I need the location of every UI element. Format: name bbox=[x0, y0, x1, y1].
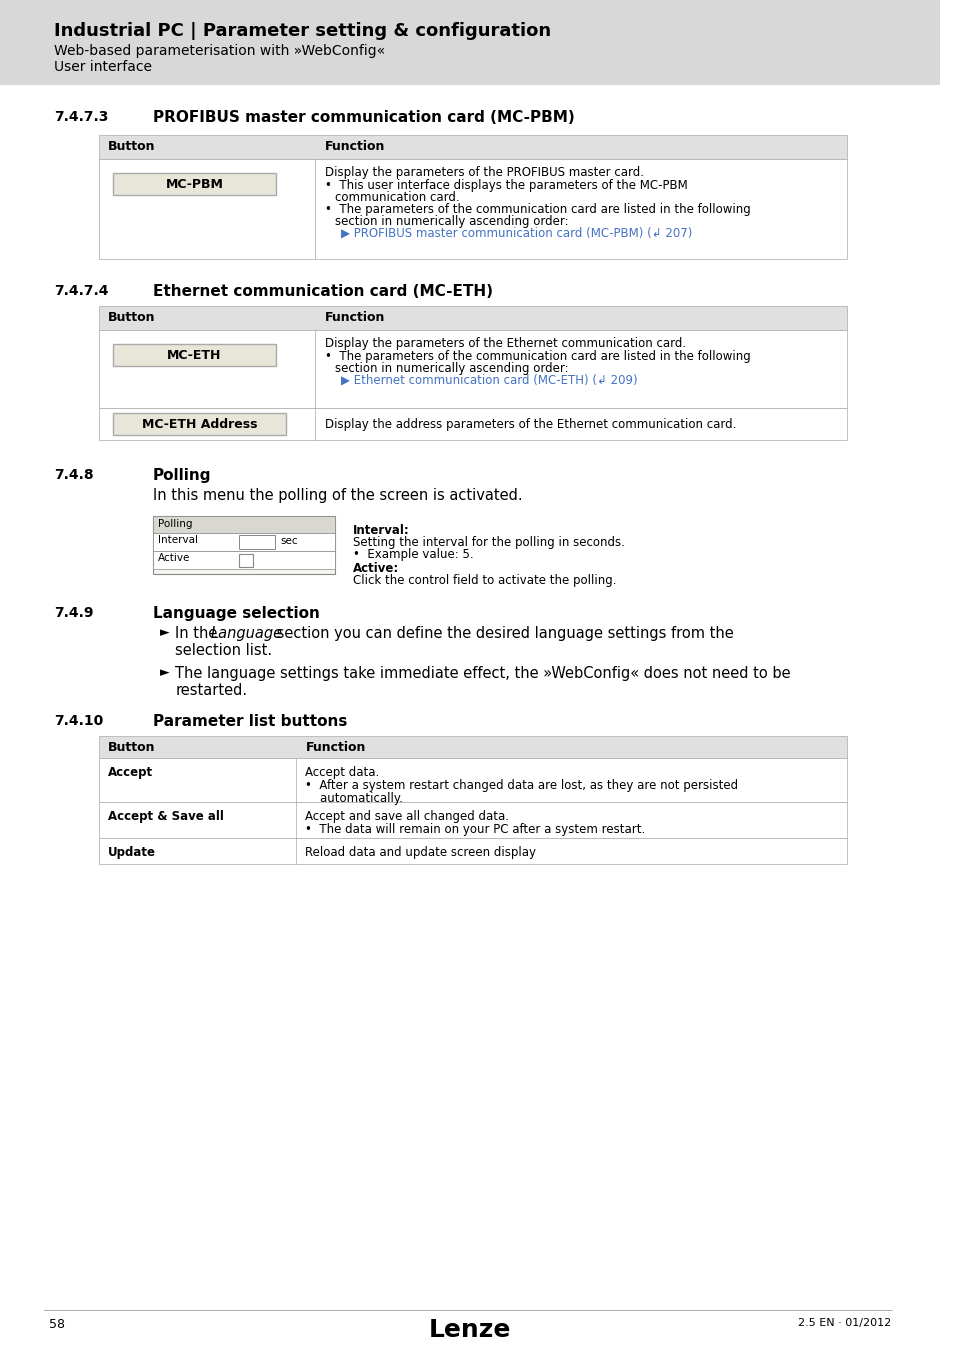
Text: Function: Function bbox=[325, 310, 385, 324]
Text: Language: Language bbox=[211, 626, 283, 641]
Text: Button: Button bbox=[109, 140, 155, 153]
Text: Accept and save all changed data.: Accept and save all changed data. bbox=[305, 810, 509, 824]
Text: •  Example value: 5.: • Example value: 5. bbox=[353, 548, 473, 562]
Text: Display the address parameters of the Ethernet communication card.: Display the address parameters of the Et… bbox=[325, 418, 736, 431]
Bar bbox=[152, 551, 335, 568]
Bar bbox=[152, 516, 335, 533]
Text: MC-PBM: MC-PBM bbox=[166, 178, 223, 190]
Text: PROFIBUS master communication card (MC-PBM): PROFIBUS master communication card (MC-P… bbox=[152, 109, 574, 126]
Text: Display the parameters of the Ethernet communication card.: Display the parameters of the Ethernet c… bbox=[325, 338, 685, 350]
Text: 2.5 EN · 01/2012: 2.5 EN · 01/2012 bbox=[798, 1318, 890, 1328]
Text: Accept & Save all: Accept & Save all bbox=[109, 810, 224, 824]
Text: The language settings take immediate effect, the »WebConfig« does not need to be: The language settings take immediate eff… bbox=[175, 666, 790, 680]
Text: •  The parameters of the communication card are listed in the following: • The parameters of the communication ca… bbox=[325, 350, 750, 363]
Bar bbox=[98, 757, 846, 802]
Text: •  This user interface displays the parameters of the MC-PBM: • This user interface displays the param… bbox=[325, 180, 687, 192]
Text: Language selection: Language selection bbox=[152, 606, 319, 621]
Text: ▶ PROFIBUS master communication card (MC-PBM) (↲ 207): ▶ PROFIBUS master communication card (MC… bbox=[340, 227, 692, 240]
Text: •  The data will remain on your PC after a system restart.: • The data will remain on your PC after … bbox=[305, 824, 645, 836]
Text: Accept data.: Accept data. bbox=[305, 765, 379, 779]
Bar bbox=[98, 408, 846, 440]
Bar bbox=[239, 554, 253, 567]
Text: Function: Function bbox=[325, 140, 385, 153]
Text: automatically.: automatically. bbox=[305, 792, 403, 805]
Text: Parameter list buttons: Parameter list buttons bbox=[152, 714, 347, 729]
Bar bbox=[98, 329, 846, 408]
Text: Polling: Polling bbox=[157, 518, 192, 529]
Text: ►: ► bbox=[159, 626, 169, 639]
Text: Lenze: Lenze bbox=[428, 1318, 511, 1342]
Bar bbox=[98, 135, 846, 159]
Bar bbox=[113, 344, 275, 366]
Text: 7.4.7.3: 7.4.7.3 bbox=[54, 109, 109, 124]
Text: ▶ Ethernet communication card (MC-ETH) (↲ 209): ▶ Ethernet communication card (MC-ETH) (… bbox=[340, 374, 637, 387]
Text: Interval: Interval bbox=[157, 535, 197, 545]
Text: 5: 5 bbox=[242, 536, 249, 545]
Text: Active:: Active: bbox=[353, 562, 398, 575]
Text: In the: In the bbox=[175, 626, 222, 641]
Bar bbox=[152, 533, 335, 551]
Text: 7.4.7.4: 7.4.7.4 bbox=[54, 284, 109, 298]
Text: Button: Button bbox=[109, 741, 155, 755]
Text: Interval:: Interval: bbox=[353, 524, 409, 537]
Text: restarted.: restarted. bbox=[175, 683, 247, 698]
Bar bbox=[152, 516, 335, 574]
Bar bbox=[98, 802, 846, 838]
Text: section in numerically ascending order:: section in numerically ascending order: bbox=[335, 362, 568, 375]
Text: Active: Active bbox=[157, 554, 190, 563]
Bar bbox=[98, 159, 846, 259]
Text: MC-ETH Address: MC-ETH Address bbox=[142, 418, 257, 431]
Text: 7.4.10: 7.4.10 bbox=[54, 714, 103, 728]
Text: •  The parameters of the communication card are listed in the following: • The parameters of the communication ca… bbox=[325, 202, 750, 216]
Text: Reload data and update screen display: Reload data and update screen display bbox=[305, 846, 536, 859]
Text: Industrial PC | Parameter setting & configuration: Industrial PC | Parameter setting & conf… bbox=[54, 22, 551, 40]
Text: Web-based parameterisation with »WebConfig«: Web-based parameterisation with »WebConf… bbox=[54, 45, 385, 58]
Bar bbox=[113, 173, 275, 194]
Text: Polling: Polling bbox=[152, 468, 211, 483]
Bar bbox=[113, 413, 285, 435]
Bar bbox=[0, 0, 939, 85]
Text: section in numerically ascending order:: section in numerically ascending order: bbox=[335, 215, 568, 228]
Text: Function: Function bbox=[305, 741, 365, 755]
Text: sec: sec bbox=[280, 536, 298, 545]
Text: Button: Button bbox=[109, 310, 155, 324]
Text: Setting the interval for the polling in seconds.: Setting the interval for the polling in … bbox=[353, 536, 624, 549]
Text: Accept: Accept bbox=[109, 765, 153, 779]
Text: 7.4.9: 7.4.9 bbox=[54, 606, 93, 620]
Text: •  After a system restart changed data are lost, as they are not persisted: • After a system restart changed data ar… bbox=[305, 779, 738, 792]
Text: Update: Update bbox=[109, 846, 156, 859]
Text: 58: 58 bbox=[50, 1318, 65, 1331]
Text: Ethernet communication card (MC-ETH): Ethernet communication card (MC-ETH) bbox=[152, 284, 492, 298]
Text: communication card.: communication card. bbox=[335, 190, 459, 204]
Text: User interface: User interface bbox=[54, 59, 152, 74]
Text: Click the control field to activate the polling.: Click the control field to activate the … bbox=[353, 574, 616, 587]
Text: ►: ► bbox=[159, 666, 169, 679]
Bar bbox=[239, 535, 274, 549]
Text: section you can define the desired language settings from the: section you can define the desired langu… bbox=[272, 626, 733, 641]
Bar bbox=[98, 736, 846, 757]
Text: MC-ETH: MC-ETH bbox=[167, 350, 221, 362]
Text: Display the parameters of the PROFIBUS master card.: Display the parameters of the PROFIBUS m… bbox=[325, 166, 643, 180]
Text: 7.4.8: 7.4.8 bbox=[54, 468, 93, 482]
Text: In this menu the polling of the screen is activated.: In this menu the polling of the screen i… bbox=[152, 487, 521, 504]
Bar bbox=[98, 306, 846, 329]
Bar bbox=[98, 838, 846, 864]
Text: selection list.: selection list. bbox=[175, 643, 273, 657]
